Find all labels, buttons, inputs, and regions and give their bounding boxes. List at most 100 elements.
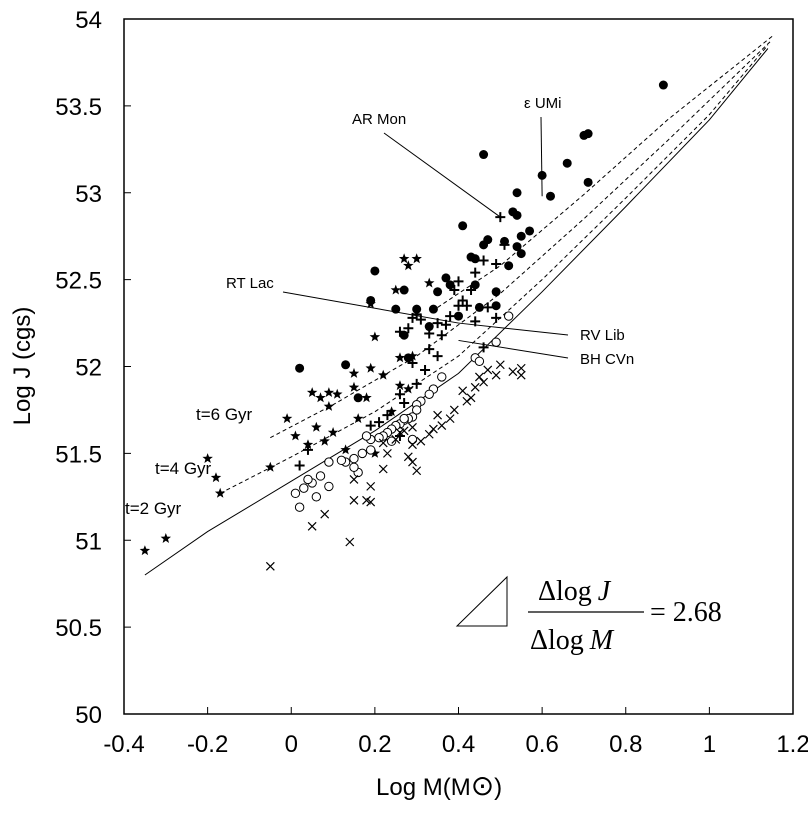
data-point-filled-circle bbox=[545, 191, 555, 201]
x-tick-label: 0.6 bbox=[525, 731, 558, 758]
data-point-plus bbox=[407, 358, 418, 369]
annotation-bh-cvn: BH CVn bbox=[580, 351, 634, 368]
ticks bbox=[123, 18, 794, 715]
data-point-filled-circle bbox=[658, 80, 668, 90]
x-tick-labels: -0.4 -0.2 0 0.2 0.4 0.6 0.8 1 1.2 bbox=[103, 731, 808, 758]
data-point-cross bbox=[470, 382, 480, 392]
data-point-plus bbox=[432, 351, 443, 362]
data-point-star bbox=[407, 350, 418, 361]
data-point-cross bbox=[424, 429, 434, 439]
data-point-plus bbox=[302, 444, 313, 455]
data-point-filled-circle bbox=[441, 273, 451, 283]
data-point-star bbox=[394, 380, 406, 391]
data-point-plus bbox=[374, 417, 385, 428]
data-point-cross bbox=[307, 521, 317, 531]
data-point-filled-circle bbox=[516, 249, 526, 259]
y-tick-label: 51 bbox=[75, 528, 102, 555]
data-point-plus bbox=[470, 267, 481, 278]
y-tick-label: 50 bbox=[75, 702, 102, 729]
isochrone-curve bbox=[270, 39, 773, 439]
data-point-cross bbox=[366, 497, 376, 507]
data-point-open-circle bbox=[315, 471, 326, 481]
data-point-filled-circle bbox=[491, 287, 501, 297]
data-point-filled-circle bbox=[341, 360, 351, 370]
data-point-open-circle bbox=[365, 445, 376, 455]
data-point-open-circle bbox=[349, 453, 359, 464]
x-tick-label: 1 bbox=[703, 731, 716, 758]
data-point-filled-circle bbox=[353, 393, 363, 403]
x-tick-label: -0.2 bbox=[187, 731, 228, 758]
data-point-filled-circle bbox=[474, 302, 484, 312]
data-point-filled-circle bbox=[445, 280, 455, 290]
data-point-cross bbox=[495, 360, 505, 370]
data-point-star bbox=[139, 545, 151, 556]
data-point-open-circle bbox=[294, 502, 305, 512]
data-point-open-circle bbox=[386, 436, 397, 446]
data-point-open-circle bbox=[407, 434, 418, 445]
slope-triangle bbox=[455, 575, 508, 627]
data-point-star bbox=[398, 253, 410, 264]
data-point-cross bbox=[445, 414, 455, 424]
y-tick-labels: 50 50.5 51 51.5 52 52.5 53 53.5 54 bbox=[55, 7, 102, 729]
data-point-star bbox=[210, 472, 222, 483]
data-point-plus bbox=[491, 258, 502, 269]
data-point-star bbox=[332, 388, 343, 399]
data-point-plus bbox=[394, 326, 405, 337]
data-point-filled-circle bbox=[295, 363, 305, 373]
data-point-plus bbox=[499, 239, 510, 250]
data-point-filled-circle bbox=[516, 231, 526, 241]
data-point-open-circle bbox=[361, 431, 372, 441]
data-point-filled-circle bbox=[466, 252, 476, 262]
data-point-plus bbox=[449, 285, 460, 296]
data-point-star bbox=[302, 439, 314, 450]
data-point-open-circle bbox=[311, 492, 322, 502]
data-point-star bbox=[424, 277, 435, 288]
annotation-leader bbox=[540, 116, 543, 197]
data-point-filled-circle bbox=[458, 221, 468, 231]
y-tick-label: 52.5 bbox=[55, 268, 102, 295]
data-point-plus bbox=[424, 328, 435, 339]
data-point-filled-circle bbox=[512, 210, 522, 220]
annotation-leader bbox=[383, 132, 501, 218]
data-point-cross bbox=[428, 424, 438, 434]
data-point-cross bbox=[437, 421, 447, 430]
data-point-filled-circle bbox=[433, 287, 443, 297]
data-point-plus bbox=[453, 276, 464, 287]
isochrone-label-4gyr: t=4 Gyr bbox=[155, 459, 212, 478]
isochrone-label-2gyr: t=2 Gyr bbox=[125, 499, 182, 518]
formula-denominator: Δlog M bbox=[530, 625, 615, 656]
data-point-star bbox=[390, 284, 401, 295]
y-tick-label: 52 bbox=[75, 355, 102, 382]
y-tick-label: 53.5 bbox=[55, 94, 102, 121]
data-point-filled-circle bbox=[579, 130, 589, 140]
data-point-cross bbox=[508, 367, 518, 377]
data-point-cross bbox=[320, 509, 330, 519]
data-point-plus bbox=[294, 460, 305, 471]
data-point-filled-circle bbox=[512, 188, 522, 198]
data-point-open-circle bbox=[503, 311, 514, 321]
data-point-open-circle bbox=[299, 483, 309, 493]
data-point-open-circle bbox=[491, 337, 501, 347]
data-point-star bbox=[403, 383, 414, 394]
data-point-star bbox=[202, 453, 213, 463]
data-point-star bbox=[348, 381, 360, 392]
x-tick-label: 0.4 bbox=[442, 731, 475, 758]
data-point-star bbox=[290, 430, 301, 441]
y-tick-label: 50.5 bbox=[55, 615, 102, 642]
data-point-open-circle bbox=[324, 457, 334, 467]
data-point-cross bbox=[458, 386, 468, 396]
data-point-plus bbox=[424, 344, 435, 355]
annotation-eps-umi: ε UMi bbox=[524, 95, 562, 112]
data-point-plus bbox=[403, 323, 414, 334]
y-tick-label: 51.5 bbox=[55, 441, 102, 468]
data-point-open-circle bbox=[437, 372, 447, 382]
data-point-filled-circle bbox=[424, 322, 434, 332]
data-point-filled-circle bbox=[512, 242, 522, 252]
x-tick-label: 0.8 bbox=[609, 731, 642, 758]
data-point-cross bbox=[449, 405, 459, 415]
data-point-filled-circle bbox=[525, 226, 535, 236]
data-point-star bbox=[386, 406, 397, 417]
data-point-star bbox=[319, 435, 330, 446]
data-point-plus bbox=[461, 300, 472, 311]
data-point-plus bbox=[478, 255, 489, 266]
